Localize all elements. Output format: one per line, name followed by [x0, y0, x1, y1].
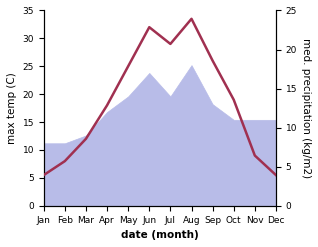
X-axis label: date (month): date (month) [121, 230, 199, 240]
Y-axis label: med. precipitation (kg/m2): med. precipitation (kg/m2) [301, 38, 311, 178]
Y-axis label: max temp (C): max temp (C) [7, 72, 17, 144]
